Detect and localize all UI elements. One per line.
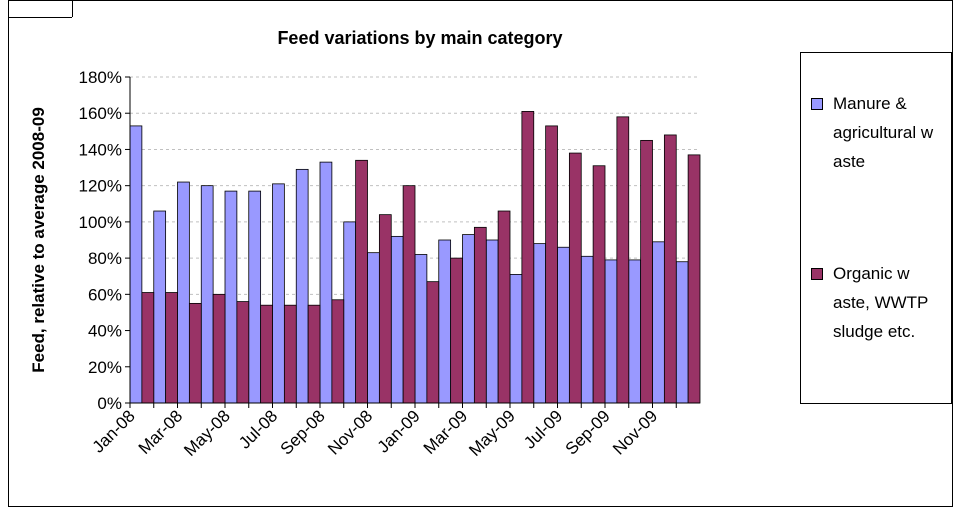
x-tick-label: Jul-08 <box>235 406 281 452</box>
bar <box>367 252 380 404</box>
bar <box>307 304 321 404</box>
x-tick-label: Jan-09 <box>374 406 424 456</box>
bar <box>355 159 368 404</box>
legend-label: Organic w aste, WWTP sludge etc. <box>833 264 929 341</box>
bar <box>557 246 570 404</box>
bar <box>177 181 190 404</box>
bar <box>378 214 392 404</box>
bar <box>343 221 357 404</box>
bar <box>153 210 167 404</box>
bar <box>224 190 238 404</box>
x-tick-label: May-09 <box>465 406 519 460</box>
x-tick-label: Jul-09 <box>520 406 566 452</box>
bar <box>462 234 475 404</box>
bar <box>485 239 499 404</box>
bar <box>568 152 582 404</box>
bar <box>200 185 214 404</box>
y-tick-label: 0% <box>97 394 122 413</box>
bar <box>295 168 309 404</box>
x-tick-label: Mar-08 <box>135 406 187 458</box>
bar <box>165 292 178 404</box>
bar <box>402 185 416 404</box>
bar <box>212 293 226 404</box>
legend-item: Manure & agricultural w aste <box>811 89 946 176</box>
bar <box>260 304 273 404</box>
bar <box>545 125 558 404</box>
chart-title: Feed variations by main category <box>277 28 562 48</box>
bar <box>509 274 523 404</box>
y-tick-label: 60% <box>88 285 122 304</box>
frame <box>8 0 953 507</box>
bar <box>628 259 642 404</box>
x-tick-label: Jan-08 <box>89 406 139 456</box>
bar <box>390 235 404 404</box>
y-tick-label: 120% <box>79 177 122 196</box>
x-tick-label: May-08 <box>180 406 234 460</box>
y-tick-label: 160% <box>79 104 122 123</box>
bar <box>319 161 333 404</box>
legend-item: Organic w aste, WWTP sludge etc. <box>811 259 946 346</box>
bar <box>283 304 297 404</box>
y-tick-label: 40% <box>88 322 122 341</box>
bar <box>141 292 155 404</box>
bar <box>604 259 618 404</box>
y-tick-label: 100% <box>79 213 122 232</box>
y-tick-label: 80% <box>88 249 122 268</box>
legend-label: Manure & agricultural w aste <box>833 94 934 171</box>
bar <box>497 210 511 404</box>
x-tick-label: Sep-09 <box>562 406 614 458</box>
bar <box>652 241 665 404</box>
bar <box>248 190 262 404</box>
bar <box>129 125 143 404</box>
bar <box>426 281 440 404</box>
bar <box>521 111 535 404</box>
bar <box>450 257 463 404</box>
y-tick-label: 20% <box>88 358 122 377</box>
x-tick-label: Nov-08 <box>324 406 376 458</box>
x-tick-label: Mar-09 <box>420 406 472 458</box>
bar <box>331 299 345 404</box>
bar <box>616 116 630 404</box>
x-tick-label: Nov-09 <box>609 406 661 458</box>
y-axis-title: Feed, relative to average 2008-09 <box>29 107 48 373</box>
bar <box>414 254 428 404</box>
y-tick-label: 180% <box>79 68 122 87</box>
legend-swatch <box>811 268 823 280</box>
legend-swatch <box>811 98 823 110</box>
legend: Manure & agricultural w aste Organic w as… <box>800 52 952 404</box>
bar <box>533 243 547 404</box>
bar <box>473 226 487 404</box>
bar <box>663 134 677 404</box>
bar <box>592 165 606 404</box>
x-tick-label: Sep-08 <box>277 406 329 458</box>
bar <box>272 183 285 404</box>
bar <box>438 239 452 404</box>
y-tick-label: 140% <box>79 140 122 159</box>
bar <box>236 301 250 404</box>
bar <box>675 261 689 404</box>
bar <box>580 255 594 404</box>
bar <box>188 302 202 404</box>
bar <box>687 154 701 404</box>
bar <box>640 139 653 404</box>
